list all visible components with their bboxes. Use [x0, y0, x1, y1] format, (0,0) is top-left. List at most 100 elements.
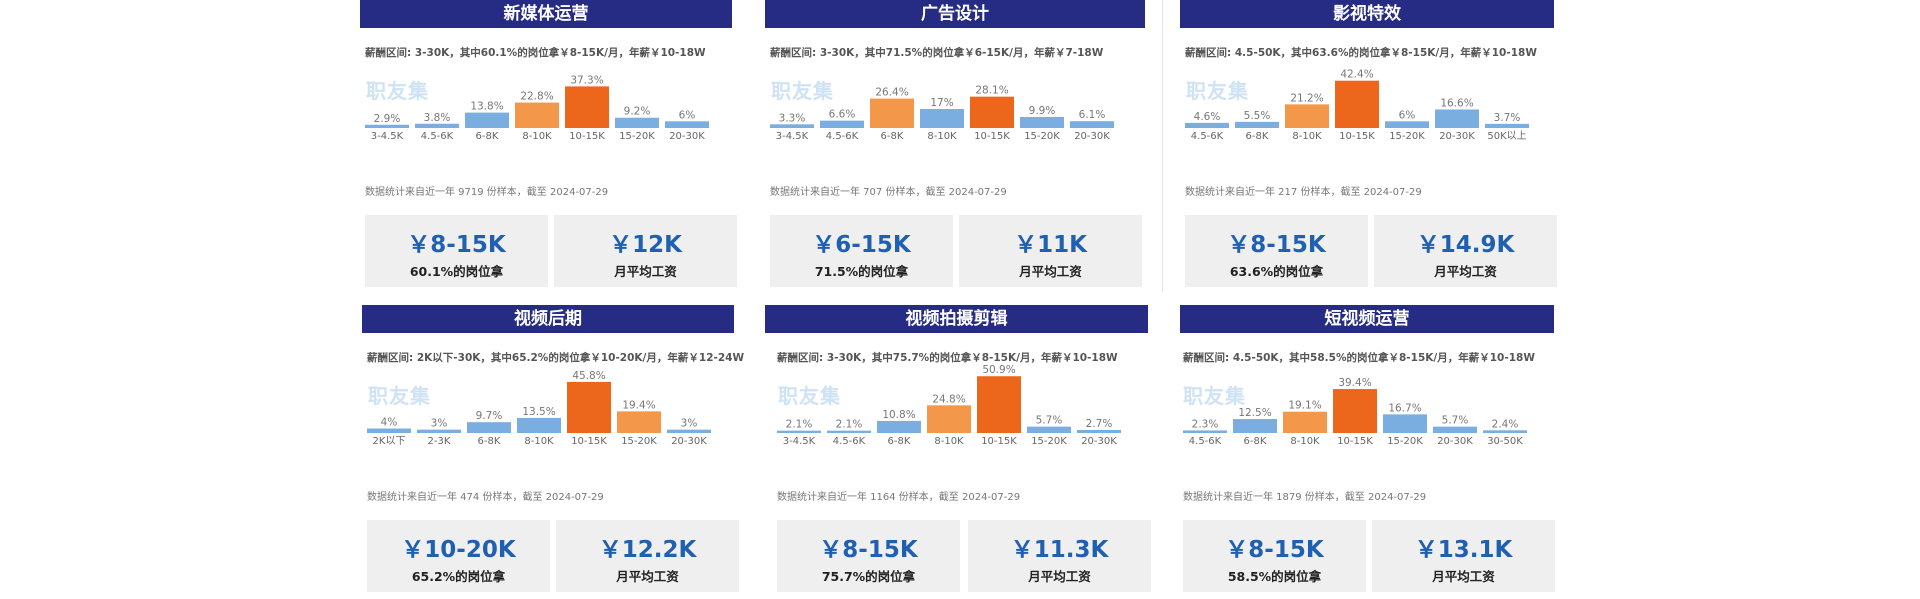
- bar-value-label: 10.8%: [882, 409, 915, 421]
- bar-20-30K: [1435, 109, 1479, 128]
- salary-range-value: ￥8-15K: [819, 537, 918, 563]
- monthly-average-label: 月平均工资: [614, 264, 677, 279]
- x-tick-label: 4.5-6K: [826, 131, 859, 142]
- x-tick-label: 10-15K: [981, 436, 1017, 447]
- salary-range-label: 58.5%的岗位拿: [1227, 569, 1322, 584]
- bar-15-20K: [617, 411, 661, 433]
- bar-value-label: 21.2%: [1290, 92, 1323, 104]
- salary-range-text: 薪酬区间: 4.5-50K，其中63.6%的岗位拿￥8-15K/月，年薪￥10-…: [1185, 47, 1537, 59]
- bar-value-label: 4.6%: [1194, 111, 1221, 123]
- panel-title: 新媒体运营: [360, 0, 732, 28]
- bar-10-15K: [1333, 389, 1377, 433]
- data-source-note: 数据统计来自近一年 9719 份样本，截至 2024-07-29: [365, 187, 609, 198]
- salary-panel-ad-design: 广告设计 薪酬区间: 3-30K，其中71.5%的岗位拿￥6-15K/月，年薪￥…: [765, 0, 1145, 294]
- salary-range-value: ￥6-15K: [812, 232, 911, 258]
- bar-value-label: 2.9%: [374, 113, 401, 125]
- salary-range-card: ￥8-15K 58.5%的岗位拿: [1183, 520, 1366, 592]
- bar-value-label: 4%: [381, 417, 398, 429]
- x-tick-label: 6-8K: [1244, 436, 1267, 447]
- bar-15-20K: [1383, 414, 1427, 433]
- bar-value-label: 2.3%: [1192, 418, 1219, 430]
- bar-10-15K: [1335, 80, 1379, 128]
- watermark-logo: 职友集: [366, 79, 429, 103]
- monthly-average-label: 月平均工资: [616, 569, 679, 584]
- x-tick-label: 50K以上: [1487, 130, 1526, 142]
- x-tick-label: 10-15K: [1339, 131, 1375, 142]
- x-tick-label: 30-50K: [1487, 436, 1523, 447]
- bar-6-8K: [870, 98, 914, 128]
- x-tick-label: 6-8K: [1246, 131, 1269, 142]
- bar-value-label: 2.4%: [1492, 418, 1519, 430]
- column-divider: [1162, 0, 1163, 292]
- x-tick-label: 15-20K: [1031, 436, 1067, 447]
- salary-panel-new-media: 新媒体运营 薪酬区间: 3-30K，其中60.1%的岗位拿￥8-15K/月，年薪…: [360, 0, 740, 294]
- salary-range-text: 薪酬区间: 4.5-50K，其中58.5%的岗位拿￥8-15K/月，年薪￥10-…: [1183, 352, 1535, 364]
- bar-value-label: 16.7%: [1388, 402, 1421, 414]
- salary-range-label: 60.1%的岗位拿: [409, 264, 504, 279]
- bar-value-label: 13.5%: [522, 406, 555, 418]
- bar-10-15K: [977, 376, 1021, 433]
- x-tick-label: 10-15K: [1337, 436, 1373, 447]
- bar-20-30K: [1070, 121, 1114, 128]
- x-tick-label: 20-30K: [1081, 436, 1117, 447]
- monthly-average-label: 月平均工资: [1434, 264, 1497, 279]
- bar-value-label: 19.4%: [622, 399, 655, 411]
- bar-6-8K: [1235, 121, 1279, 128]
- bar-value-label: 13.8%: [470, 101, 503, 113]
- salary-panel-vfx: 影视特效 薪酬区间: 4.5-50K，其中63.6%的岗位拿￥8-15K/月，年…: [1180, 0, 1560, 294]
- data-source-note: 数据统计来自近一年 707 份样本，截至 2024-07-29: [770, 187, 1007, 198]
- bar-value-label: 3.3%: [779, 112, 806, 124]
- x-tick-label: 20-30K: [1437, 436, 1473, 447]
- bar-20-30K: [1077, 429, 1121, 433]
- monthly-average-card: ￥11K 月平均工资: [959, 215, 1142, 287]
- bar-3-4.5K: [777, 430, 821, 433]
- bar-value-label: 9.9%: [1029, 105, 1056, 117]
- salary-range-text: 薪酬区间: 3-30K，其中60.1%的岗位拿￥8-15K/月，年薪￥10-18…: [365, 47, 706, 59]
- salary-range-label: 63.6%的岗位拿: [1229, 264, 1324, 279]
- bar-value-label: 5.7%: [1442, 415, 1469, 427]
- salary-bar-chart: 3.3% 3-4.5K 6.6% 4.5-6K 26.4% 6-8K 17% 8-10K 28.…: [770, 85, 1114, 142]
- salary-panel-post-production: 视频后期 薪酬区间: 2K以下-30K，其中65.2%的岗位拿￥10-20K/月…: [362, 305, 744, 599]
- x-tick-label: 6-8K: [881, 131, 904, 142]
- watermark-logo: 职友集: [1183, 384, 1246, 408]
- bar-3-4.5K: [770, 124, 814, 128]
- bar-value-label: 5.7%: [1036, 415, 1063, 427]
- x-tick-label: 3-4.5K: [776, 131, 809, 142]
- x-tick-label: 15-20K: [1024, 131, 1060, 142]
- x-tick-label: 20-30K: [669, 131, 705, 142]
- monthly-average-value: ￥14.9K: [1416, 232, 1515, 258]
- salary-panel-short-video: 短视频运营 薪酬区间: 4.5-50K，其中58.5%的岗位拿￥8-15K/月，…: [1180, 305, 1560, 599]
- bar-value-label: 26.4%: [875, 87, 908, 99]
- x-tick-label: 20-30K: [671, 436, 707, 447]
- salary-bar-chart: 4% 2K以下 3% 2-3K 9.7% 6-8K 13.5% 8-10K 45.8% 10-15…: [367, 370, 711, 447]
- data-source-note: 数据统计来自近一年 474 份样本，截至 2024-07-29: [367, 492, 604, 503]
- bar-value-label: 3%: [431, 418, 448, 430]
- bar-20-30K: [667, 429, 711, 433]
- monthly-average-card: ￥11.3K 月平均工资: [968, 520, 1151, 592]
- bar-value-label: 17%: [930, 97, 953, 109]
- x-tick-label: 8-10K: [1290, 436, 1320, 447]
- x-tick-label: 6-8K: [888, 436, 911, 447]
- monthly-average-card: ￥12.2K 月平均工资: [556, 520, 739, 592]
- bar-value-label: 9.7%: [476, 410, 503, 422]
- x-tick-label: 4.5-6K: [1189, 436, 1222, 447]
- monthly-average-label: 月平均工资: [1028, 569, 1091, 584]
- bar-50K以上: [1485, 123, 1529, 128]
- x-tick-label: 8-10K: [927, 131, 957, 142]
- bar-value-label: 28.1%: [975, 85, 1008, 97]
- data-source-note: 数据统计来自近一年 217 份样本，截至 2024-07-29: [1185, 187, 1422, 198]
- bar-value-label: 6%: [679, 109, 696, 121]
- x-tick-label: 15-20K: [1387, 436, 1423, 447]
- salary-panel-video-editing: 视频拍摄剪辑 薪酬区间: 3-30K，其中75.7%的岗位拿￥8-15K/月，年…: [765, 305, 1151, 599]
- bar-value-label: 24.8%: [932, 393, 965, 405]
- bar-10-15K: [567, 381, 611, 433]
- bar-value-label: 37.3%: [570, 74, 603, 86]
- bar-value-label: 16.6%: [1440, 97, 1473, 109]
- x-tick-label: 4.5-6K: [1191, 131, 1224, 142]
- watermark-logo: 职友集: [771, 79, 834, 103]
- bar-value-label: 6.6%: [829, 109, 856, 121]
- data-source-note: 数据统计来自近一年 1879 份样本，截至 2024-07-29: [1183, 492, 1427, 503]
- bar-6-8K: [877, 420, 921, 433]
- x-tick-label: 10-15K: [569, 131, 605, 142]
- x-tick-label: 4.5-6K: [421, 131, 454, 142]
